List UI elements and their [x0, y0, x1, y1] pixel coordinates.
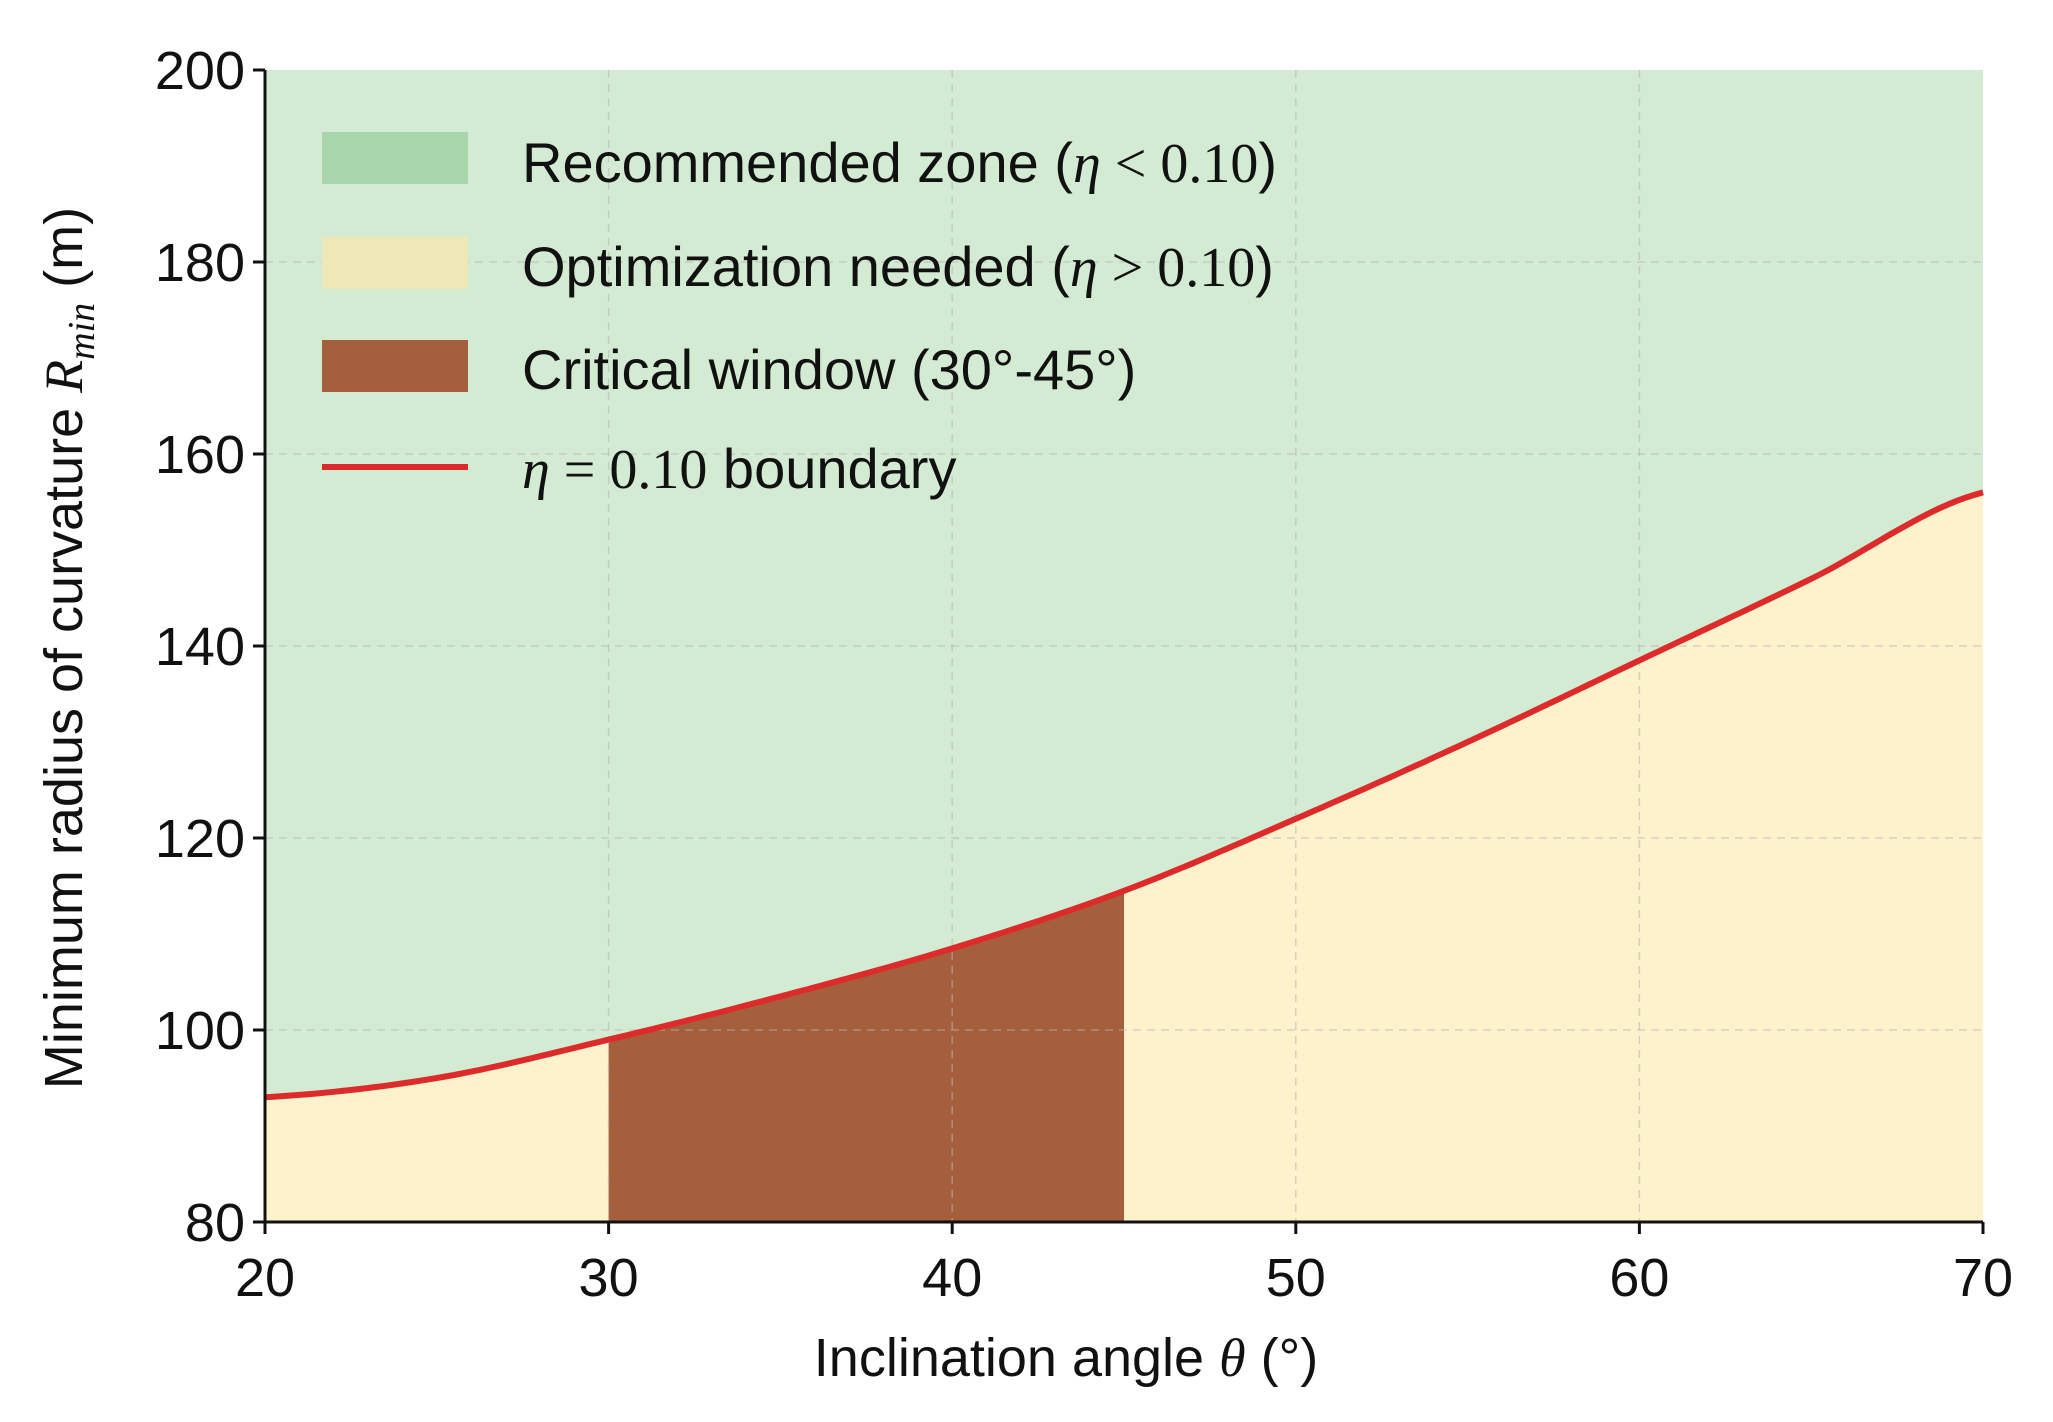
grid: [265, 70, 1983, 1222]
y-tick-label: 160: [155, 425, 245, 485]
y-axis-ticks: 80 100 120 140 160 180 200: [155, 41, 265, 1253]
y-tick-label: 80: [185, 1193, 245, 1253]
x-tick-label: 50: [1266, 1248, 1326, 1308]
legend-swatch-optimization: [322, 237, 468, 289]
y-tick-label: 200: [155, 41, 245, 101]
legend-label-boundary: η = 0.10 boundary: [522, 437, 956, 501]
legend-label-recommended: Recommended zone (η < 0.10): [522, 131, 1277, 195]
legend: Recommended zone (η < 0.10) Optimization…: [322, 131, 1277, 501]
legend-label-optimization: Optimization needed (η > 0.10): [522, 235, 1274, 299]
legend-item-optimization: Optimization needed (η > 0.10): [322, 235, 1274, 299]
x-tick-label: 60: [1609, 1248, 1669, 1308]
x-axis-ticks: 20 30 40 50 60 70: [235, 1222, 2013, 1308]
x-tick-label: 30: [579, 1248, 639, 1308]
legend-swatch-critical: [322, 340, 468, 392]
y-axis-label: Minimum radius of curvature Rmin (m): [34, 207, 103, 1089]
y-tick-label: 140: [155, 617, 245, 677]
y-tick-label: 120: [155, 809, 245, 869]
recommended-zone: [265, 70, 1983, 1098]
critical-window-area: [608, 890, 1124, 1222]
x-axis-label: Inclination angle θ (°): [814, 1328, 1318, 1388]
y-tick-label: 180: [155, 233, 245, 293]
legend-swatch-recommended: [322, 132, 468, 184]
legend-label-critical: Critical window (30°-45°): [522, 338, 1136, 401]
boundary-series: [264, 489, 1984, 1101]
boundary-line: [264, 489, 1984, 1101]
legend-item-recommended: Recommended zone (η < 0.10): [322, 131, 1277, 195]
legend-item-boundary: η = 0.10 boundary: [322, 437, 956, 501]
x-tick-label: 40: [922, 1248, 982, 1308]
legend-item-critical: Critical window (30°-45°): [322, 338, 1136, 401]
x-tick-label: 70: [1953, 1248, 2013, 1308]
y-tick-label: 100: [155, 1001, 245, 1061]
x-tick-label: 20: [235, 1248, 295, 1308]
plot-area: [265, 70, 1983, 1222]
